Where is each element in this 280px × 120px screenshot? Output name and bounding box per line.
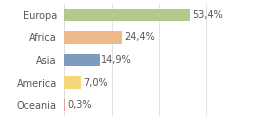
Text: 24,4%: 24,4% <box>124 32 155 42</box>
Bar <box>64 9 190 21</box>
Bar <box>64 31 122 44</box>
Bar <box>64 76 81 89</box>
Text: 0,3%: 0,3% <box>67 100 92 110</box>
Bar <box>64 99 65 111</box>
Text: 7,0%: 7,0% <box>83 78 108 88</box>
Text: 14,9%: 14,9% <box>101 55 132 65</box>
Text: 53,4%: 53,4% <box>192 10 223 20</box>
Bar <box>64 54 100 66</box>
